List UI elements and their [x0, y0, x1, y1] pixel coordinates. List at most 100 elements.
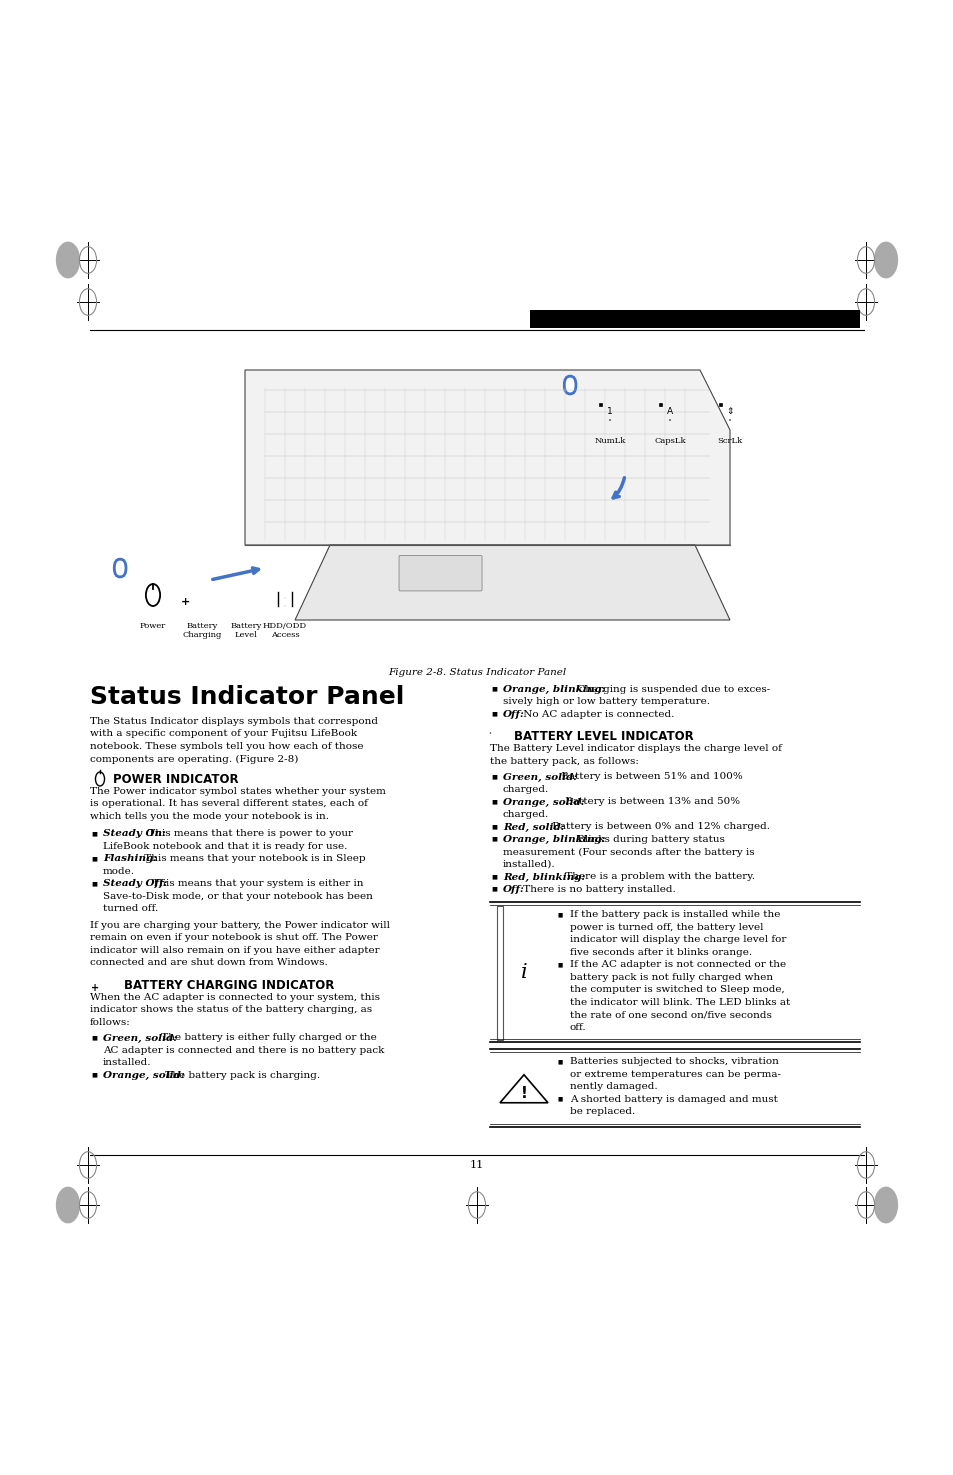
Text: or extreme temperatures can be perma-: or extreme temperatures can be perma- — [569, 1069, 781, 1080]
Text: connected and are shut down from Windows.: connected and are shut down from Windows… — [90, 959, 328, 968]
Text: five seconds after it blinks orange.: five seconds after it blinks orange. — [569, 948, 751, 957]
Text: ■: ■ — [558, 962, 562, 968]
Text: Charging is suspended due to exces-: Charging is suspended due to exces- — [574, 684, 770, 695]
Text: 11: 11 — [470, 1159, 483, 1170]
Text: ■: ■ — [491, 836, 497, 842]
Text: ■: ■ — [491, 875, 497, 879]
Text: installed.: installed. — [103, 1059, 152, 1068]
Text: ■: ■ — [491, 886, 497, 891]
Text: indicator shows the status of the battery charging, as: indicator shows the status of the batter… — [90, 1006, 372, 1015]
Text: ■: ■ — [491, 711, 497, 717]
Text: Power: Power — [140, 622, 166, 630]
Text: the computer is switched to Sleep mode,: the computer is switched to Sleep mode, — [569, 985, 784, 994]
Text: indicator will also remain on if you have either adapter: indicator will also remain on if you hav… — [90, 945, 379, 954]
Text: A shorted battery is damaged and must: A shorted battery is damaged and must — [569, 1094, 777, 1103]
Text: Battery is between 0% and 12% charged.: Battery is between 0% and 12% charged. — [549, 823, 769, 832]
Text: sively high or low battery temperature.: sively high or low battery temperature. — [502, 698, 709, 707]
Text: the indicator will blink. The LED blinks at: the indicator will blink. The LED blinks… — [569, 999, 789, 1007]
Text: ■: ■ — [91, 830, 97, 836]
Text: Status Indicator Panel: Status Indicator Panel — [90, 684, 404, 709]
Text: the rate of one second on/five seconds: the rate of one second on/five seconds — [569, 1010, 771, 1019]
Text: This means that your notebook is in Sleep: This means that your notebook is in Slee… — [141, 854, 365, 863]
Text: Steady On:: Steady On: — [103, 829, 166, 838]
Text: be replaced.: be replaced. — [569, 1108, 635, 1117]
Text: The Battery Level indicator displays the charge level of: The Battery Level indicator displays the… — [490, 745, 781, 754]
Polygon shape — [294, 544, 729, 620]
Text: ■: ■ — [558, 1059, 562, 1063]
Text: Green, solid:: Green, solid: — [502, 773, 577, 782]
Text: Orange, solid:: Orange, solid: — [502, 798, 584, 807]
FancyBboxPatch shape — [563, 376, 576, 394]
Text: Battery is between 13% and 50%: Battery is between 13% and 50% — [561, 798, 740, 807]
Text: ScrLk: ScrLk — [717, 437, 741, 445]
Text: There is no battery installed.: There is no battery installed. — [519, 885, 675, 894]
Text: notebook. These symbols tell you how each of those: notebook. These symbols tell you how eac… — [90, 742, 363, 751]
Text: Flashing:: Flashing: — [103, 854, 157, 863]
Text: ■: ■ — [91, 855, 97, 861]
Text: NumLk: NumLk — [594, 437, 625, 445]
Text: Orange, blinking:: Orange, blinking: — [502, 684, 605, 695]
Text: The battery is either fully charged or the: The battery is either fully charged or t… — [157, 1034, 375, 1043]
Text: The Status Indicator displays symbols that correspond: The Status Indicator displays symbols th… — [90, 717, 377, 726]
Text: battery pack is not fully charged when: battery pack is not fully charged when — [569, 974, 772, 982]
Text: power is turned off, the battery level: power is turned off, the battery level — [569, 923, 762, 932]
Text: ■: ■ — [491, 686, 497, 692]
Text: The battery pack is charging.: The battery pack is charging. — [162, 1071, 319, 1080]
Text: Batteries subjected to shocks, vibration: Batteries subjected to shocks, vibration — [569, 1058, 778, 1066]
Text: There is a problem with the battery.: There is a problem with the battery. — [561, 873, 754, 882]
Text: remain on even if your notebook is shut off. The Power: remain on even if your notebook is shut … — [90, 934, 377, 943]
Text: If you are charging your battery, the Power indicator will: If you are charging your battery, the Po… — [90, 920, 390, 931]
Text: BATTERY LEVEL INDICATOR: BATTERY LEVEL INDICATOR — [514, 730, 693, 743]
Text: CapsLk: CapsLk — [654, 437, 685, 445]
Text: mode.: mode. — [103, 867, 135, 876]
Circle shape — [56, 242, 79, 277]
Text: Battery
Level: Battery Level — [230, 622, 261, 639]
Text: Green, solid:: Green, solid: — [103, 1034, 177, 1043]
Text: which tells you the mode your notebook is in.: which tells you the mode your notebook i… — [90, 813, 329, 822]
Text: ■: ■ — [491, 825, 497, 829]
Text: Red, blinking:: Red, blinking: — [502, 873, 585, 882]
Text: If the AC adapter is not connected or the: If the AC adapter is not connected or th… — [569, 960, 785, 969]
Circle shape — [874, 1187, 897, 1223]
Circle shape — [56, 1187, 79, 1223]
Text: follows:: follows: — [90, 1018, 131, 1027]
Text: installed).: installed). — [502, 860, 555, 869]
Text: AC adapter is connected and there is no battery pack: AC adapter is connected and there is no … — [103, 1046, 384, 1055]
Text: is operational. It has several different states, each of: is operational. It has several different… — [90, 799, 368, 808]
Text: ■: ■ — [491, 774, 497, 779]
Text: No AC adapter is connected.: No AC adapter is connected. — [519, 709, 674, 718]
Text: LifeBook notebook and that it is ready for use.: LifeBook notebook and that it is ready f… — [103, 842, 347, 851]
Text: BATTERY CHARGING INDICATOR: BATTERY CHARGING INDICATOR — [124, 979, 334, 993]
Text: +: + — [181, 597, 191, 608]
Text: ■: ■ — [91, 881, 97, 886]
Text: components are operating. (Figure 2-8): components are operating. (Figure 2-8) — [90, 755, 298, 764]
Text: Getting to Know Your LifeBook: Getting to Know Your LifeBook — [620, 314, 768, 324]
Text: POWER INDICATOR: POWER INDICATOR — [112, 773, 238, 786]
Text: Figure 2-8. Status Indicator Panel: Figure 2-8. Status Indicator Panel — [388, 668, 565, 677]
FancyBboxPatch shape — [114, 559, 126, 577]
Text: Battery
Charging: Battery Charging — [182, 622, 221, 639]
Text: When the AC adapter is connected to your system, this: When the AC adapter is connected to your… — [90, 993, 379, 1002]
Text: 1: 1 — [606, 407, 612, 416]
Text: charged.: charged. — [502, 810, 549, 819]
Text: The Power indicator symbol states whether your system: The Power indicator symbol states whethe… — [90, 788, 385, 797]
FancyBboxPatch shape — [530, 310, 859, 327]
Text: Steady Off:: Steady Off: — [103, 879, 167, 888]
Text: Battery is between 51% and 100%: Battery is between 51% and 100% — [557, 773, 741, 782]
Text: Off:: Off: — [502, 885, 524, 894]
Text: ■: ■ — [91, 1072, 97, 1078]
Text: Red, solid:: Red, solid: — [502, 823, 564, 832]
Text: ■: ■ — [558, 1096, 562, 1102]
FancyBboxPatch shape — [398, 556, 481, 591]
Text: indicator will display the charge level for: indicator will display the charge level … — [569, 935, 785, 944]
Text: ■: ■ — [558, 912, 562, 917]
Text: Off:: Off: — [502, 709, 524, 718]
Text: measurement (Four seconds after the battery is: measurement (Four seconds after the batt… — [502, 848, 754, 857]
Text: This means that your system is either in: This means that your system is either in — [149, 879, 363, 888]
Circle shape — [874, 242, 897, 277]
Text: off.: off. — [569, 1024, 586, 1032]
Text: ■: ■ — [491, 799, 497, 804]
Text: ⇕: ⇕ — [725, 407, 733, 416]
Text: with a specific component of your Fujitsu LifeBook: with a specific component of your Fujits… — [90, 730, 356, 739]
Text: Save-to-Disk mode, or that your notebook has been: Save-to-Disk mode, or that your notebook… — [103, 892, 373, 901]
